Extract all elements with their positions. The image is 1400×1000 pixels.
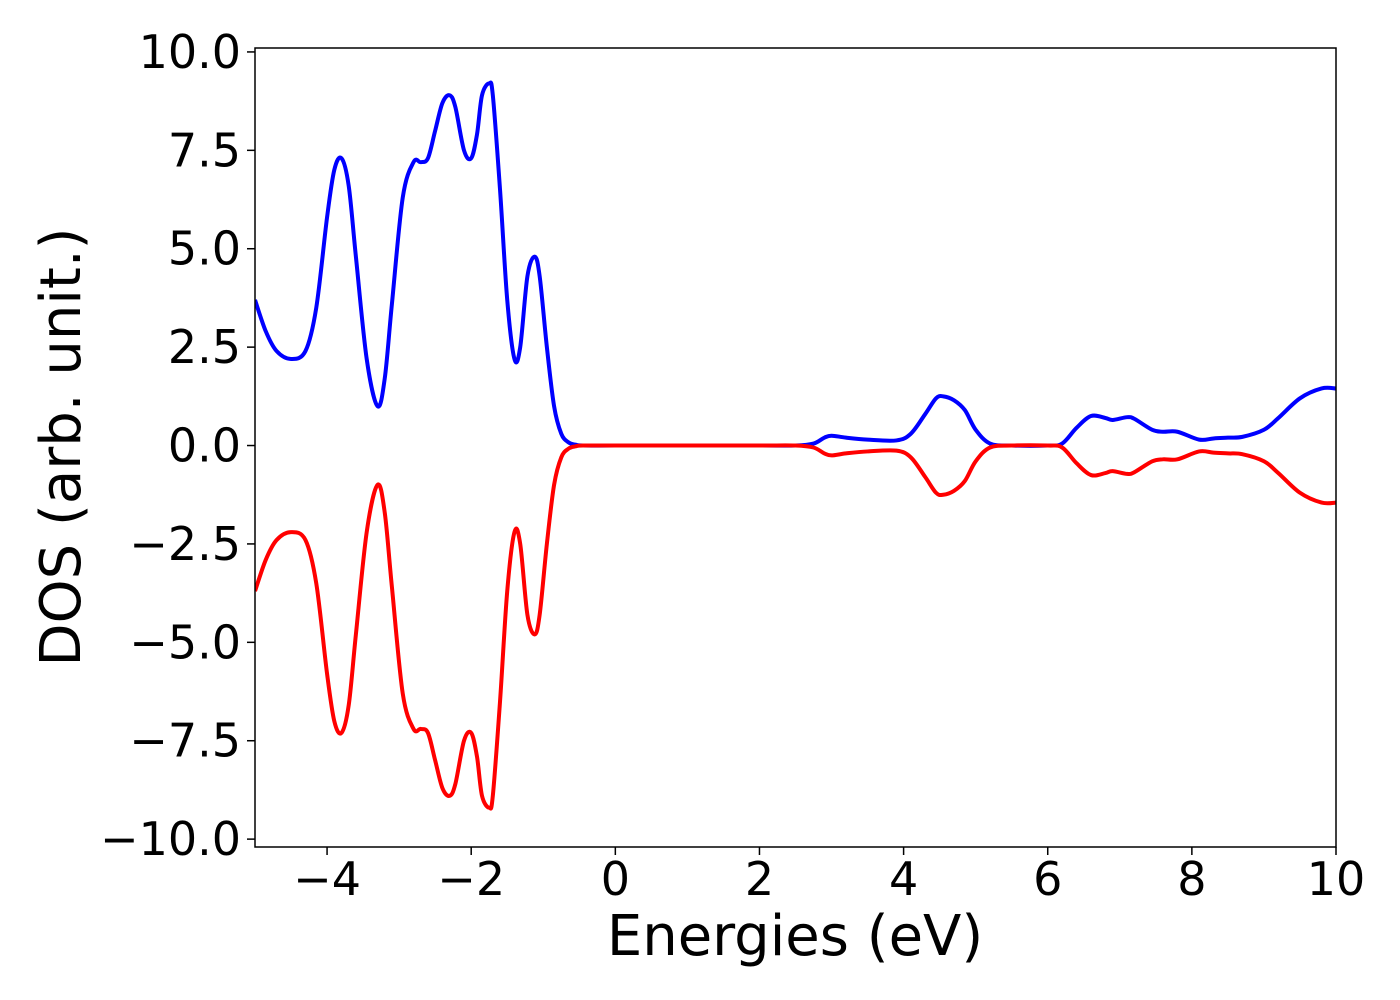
x-tick-label: 8 <box>1177 852 1206 906</box>
y-tick-label: −5.0 <box>129 615 241 669</box>
y-tick-label: 10.0 <box>139 25 241 79</box>
series-layer <box>255 80 1336 811</box>
y-tick-label: 7.5 <box>168 123 241 177</box>
y-tick-label: −2.5 <box>129 517 241 571</box>
x-tick-label: 4 <box>889 852 918 906</box>
y-tick-label: 2.5 <box>168 320 241 374</box>
plot-frame <box>254 47 1337 848</box>
y-axis-label: DOS (arb. unit.) <box>29 227 94 666</box>
x-tick-label: 10 <box>1307 852 1366 906</box>
y-tick-label: 0.0 <box>168 419 241 473</box>
x-tick-label: −4 <box>293 852 361 906</box>
x-tick-label: 2 <box>745 852 774 906</box>
y-tick-label: −7.5 <box>129 714 241 768</box>
x-axis: −4 −2 0 2 4 6 8 10 <box>293 847 1365 906</box>
y-tick-label: −10.0 <box>100 812 241 866</box>
x-tick-label: 6 <box>1033 852 1062 906</box>
x-axis-label: Energies (eV) <box>607 904 983 969</box>
y-axis: 10.0 7.5 5.0 2.5 0.0 −2.5 −5.0 −7.5 −10.0 <box>100 25 255 866</box>
y-tick-label: 5.0 <box>168 222 241 276</box>
dos-spin-up-line <box>255 80 1336 448</box>
x-tick-label: 0 <box>601 852 630 906</box>
x-tick-label: −2 <box>437 852 505 906</box>
dos-spin-down-line <box>255 443 1336 811</box>
